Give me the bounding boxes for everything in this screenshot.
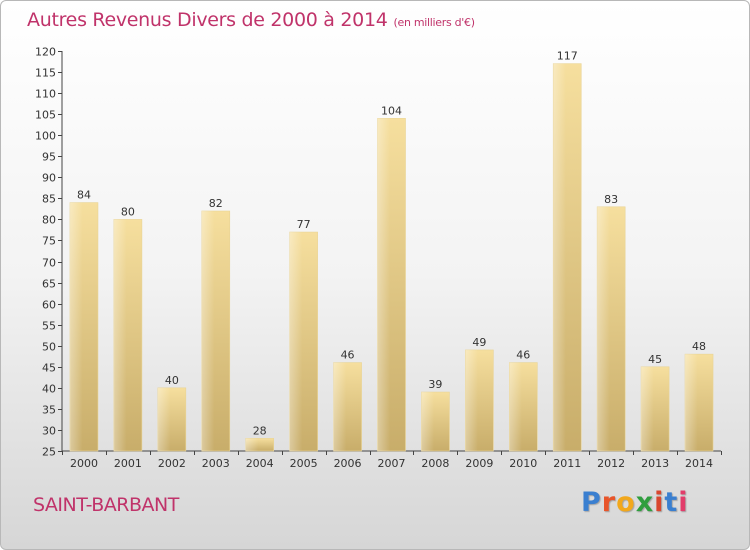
bar-value-label: 39 [428,378,442,391]
y-tick-label: 100 [35,130,56,143]
x-tick-label: 2004 [246,457,274,470]
bar-highlight [685,354,698,451]
x-tick-label: 2006 [334,457,362,470]
x-tick-label: 2013 [641,457,669,470]
bar-value-label: 40 [165,374,179,387]
y-tick-label: 85 [42,193,56,206]
logo-letter: o [616,487,636,518]
y-tick-label: 40 [42,383,56,396]
bar-value-label: 117 [557,50,578,63]
proxiti-logo: Proxiti [581,487,689,518]
bar-highlight [509,362,522,451]
logo-letter: i [678,487,689,518]
y-tick-label: 90 [42,172,56,185]
y-tick-label: 45 [42,362,56,375]
x-tick-label: 2009 [465,457,493,470]
y-tick-label: 70 [42,257,56,270]
x-tick-label: 2003 [202,457,230,470]
x-tick-label: 2000 [70,457,98,470]
bar-value-label: 104 [381,104,402,117]
x-tick-label: 2002 [158,457,186,470]
logo-letter: i [654,487,665,518]
bar-highlight [289,232,303,451]
chart-title: Autres Revenus Divers de 2000 à 2014 (en … [27,9,475,31]
bar-value-label: 46 [516,349,530,362]
bar-value-label: 83 [604,193,618,206]
x-tick-label: 2007 [378,457,406,470]
bar-value-label: 46 [341,349,355,362]
x-tick-label: 2011 [553,457,581,470]
y-tick-label: 30 [42,425,56,438]
bar-highlight [421,392,435,451]
y-tick-label: 50 [42,341,56,354]
bar-value-label: 45 [648,353,662,366]
x-tick-label: 2001 [114,457,142,470]
bar-value-label: 28 [253,424,267,437]
y-tick-label: 65 [42,278,56,291]
x-tick-label: 2012 [597,457,625,470]
bar-value-label: 84 [77,189,91,202]
bar-highlight [201,211,215,451]
y-tick-label: 95 [42,151,56,164]
chart-unit-note: (en milliers d'€) [393,16,475,29]
bar-highlight [157,387,171,451]
logo-letter: x [635,487,655,518]
x-tick-label: 2008 [421,457,449,470]
logo-letter: r [601,487,617,518]
x-tick-label: 2014 [685,457,713,470]
bar-highlight [597,206,610,451]
bar-highlight [69,202,83,451]
bar-highlight [333,362,347,451]
bar-highlight [553,63,566,451]
y-tick-label: 60 [42,299,56,312]
bar-value-label: 77 [297,218,311,231]
bar-highlight [377,118,391,452]
y-tick-label: 75 [42,235,56,248]
y-tick-label: 105 [35,109,56,122]
bar-value-label: 49 [472,336,486,349]
bar-highlight [113,219,127,451]
y-tick-label: 120 [35,46,56,59]
y-tick-label: 25 [42,446,56,459]
y-tick-label: 115 [35,67,56,80]
x-tick-label: 2010 [509,457,537,470]
bar-value-label: 48 [692,340,706,353]
chart-title-text: Autres Revenus Divers de 2000 à 2014 [27,9,388,31]
commune-name: SAINT-BARBANT [33,494,179,516]
logo-letter: t [664,487,679,518]
y-tick-label: 80 [42,214,56,227]
bar-value-label: 82 [209,197,223,210]
bar-highlight [465,349,478,451]
bar-highlight [245,438,259,451]
bar-value-label: 80 [121,205,135,218]
logo-letter: P [581,487,602,518]
y-tick-label: 55 [42,320,56,333]
bar-highlight [641,366,654,451]
y-tick-label: 110 [35,88,56,101]
y-tick-label: 35 [42,404,56,417]
x-tick-label: 2005 [290,457,318,470]
